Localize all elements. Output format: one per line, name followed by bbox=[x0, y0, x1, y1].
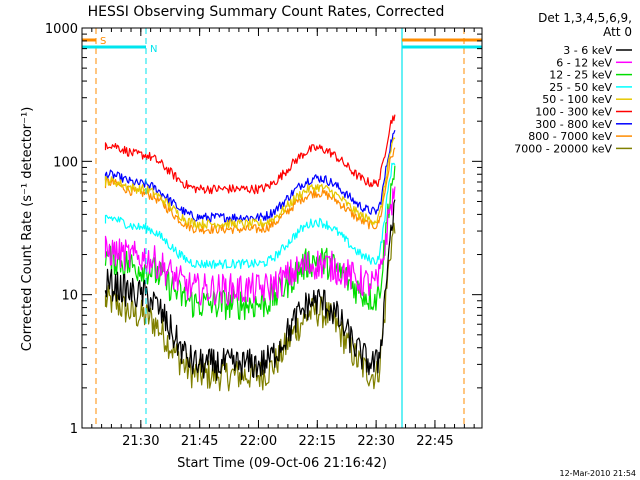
plot-frame bbox=[81, 27, 483, 429]
legend-label: 7000 - 20000 keV bbox=[514, 142, 612, 155]
legend-label: 6 - 12 keV bbox=[556, 56, 612, 69]
y-tick-label: 10 bbox=[61, 289, 78, 304]
x-axis-label: Start Time (09-Oct-06 21:16:42) bbox=[177, 456, 387, 471]
series-line-4 bbox=[104, 137, 396, 229]
x-tick-label: 21:45 bbox=[181, 434, 218, 449]
y-tick-label: 1 bbox=[70, 422, 78, 437]
night-marker-label: N bbox=[150, 44, 157, 55]
x-tick-label: 21:30 bbox=[122, 434, 159, 449]
x-tick-label: 22:00 bbox=[240, 434, 277, 449]
legend-label: 50 - 100 keV bbox=[542, 93, 612, 106]
marker-layer: SN bbox=[82, 28, 482, 428]
chart-title: HESSI Observing Summary Count Rates, Cor… bbox=[88, 4, 445, 20]
saa-marker-label: S bbox=[100, 36, 106, 47]
series-line-0 bbox=[104, 199, 396, 381]
legend-label: 100 - 300 keV bbox=[535, 106, 612, 119]
legend-label: 300 - 800 keV bbox=[535, 118, 612, 131]
series-line-7 bbox=[104, 147, 396, 235]
y-axis-label: Corrected Count Rate (s⁻¹ detector⁻¹) bbox=[20, 107, 35, 352]
x-tick-label: 22:30 bbox=[357, 434, 394, 449]
y-tick-label: 100 bbox=[53, 155, 78, 170]
series-line-2 bbox=[104, 165, 396, 321]
series-line-3 bbox=[104, 162, 396, 270]
legend-label: 3 - 6 keV bbox=[563, 44, 612, 57]
legend-header-line-1: Det 1,3,4,5,6,9, bbox=[538, 11, 632, 25]
data-layer bbox=[104, 114, 396, 392]
legend-label: 12 - 25 keV bbox=[549, 69, 612, 82]
footer-timestamp: 12-Mar-2010 21:54 bbox=[560, 469, 637, 478]
legend-header-line-2: Att 0 bbox=[603, 25, 632, 39]
series-line-1 bbox=[104, 186, 396, 306]
legend-label: 25 - 50 keV bbox=[549, 81, 612, 94]
axis-layer: 21:30 21:45 22:00 22:15 22:30 22:45 1 10 100 1000 bbox=[45, 22, 483, 449]
legend-label: 800 - 7000 keV bbox=[528, 130, 612, 143]
y-tick-label: 1000 bbox=[45, 22, 78, 37]
series-line-5 bbox=[104, 114, 396, 195]
x-tick-label: 22:15 bbox=[299, 434, 336, 449]
series-line-8 bbox=[104, 222, 396, 392]
x-tick-label: 22:45 bbox=[416, 434, 453, 449]
